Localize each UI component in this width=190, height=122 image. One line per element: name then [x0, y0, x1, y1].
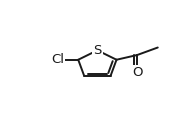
Text: S: S — [93, 44, 102, 57]
Text: O: O — [132, 66, 142, 79]
Text: Cl: Cl — [51, 53, 64, 66]
